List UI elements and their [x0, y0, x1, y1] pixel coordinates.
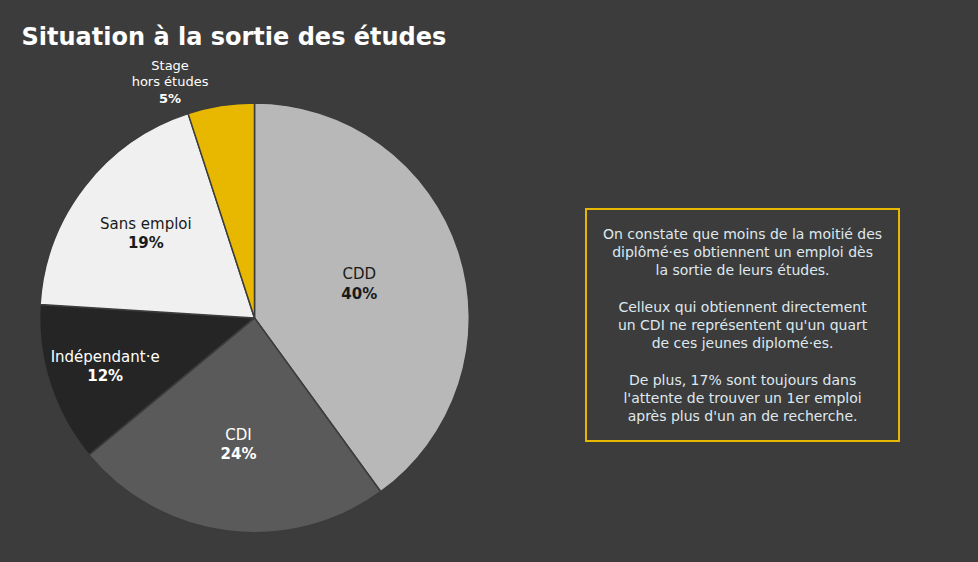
svg-text:CDI24%: CDI24% — [221, 426, 257, 464]
svg-text:On constate que moins de la mo: On constate que moins de la moitié desdi… — [603, 226, 882, 424]
svg-text:Situation à la sortie des étud: Situation à la sortie des études — [22, 23, 447, 51]
svg-text:Stagehors études5%: Stagehors études5% — [132, 58, 209, 107]
svg-text:CDD40%: CDD40% — [341, 265, 377, 303]
svg-text:Indépendant·e12%: Indépendant·e12% — [51, 348, 160, 386]
svg-text:Sans emploi19%: Sans emploi19% — [100, 215, 192, 253]
